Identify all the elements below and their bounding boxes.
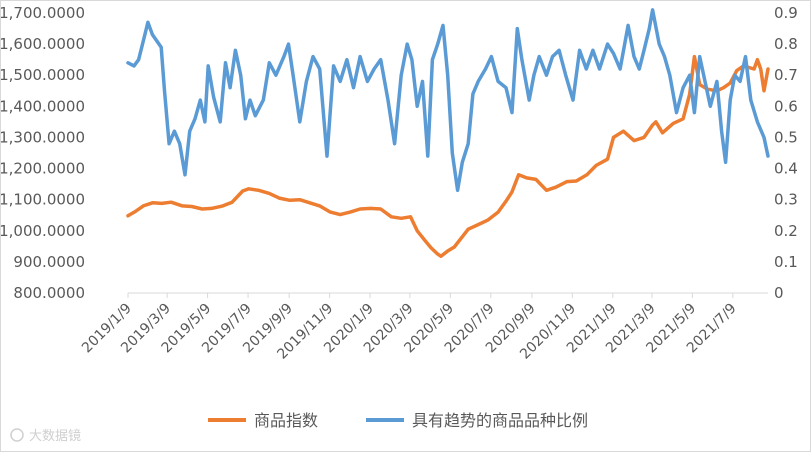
y-right-tick-label: 0.4 bbox=[774, 160, 798, 178]
watermark-logo-icon bbox=[10, 428, 24, 442]
y-left-tick-label: 1,600.0000 bbox=[1, 35, 85, 53]
y-right-tick-label: 0.7 bbox=[774, 66, 798, 84]
y-left-tick-label: 900.0000 bbox=[13, 253, 85, 271]
left-axis-ticks: 800.0000 900.0000 1,000.0000 1,100.0000 1,20… bbox=[1, 4, 85, 302]
y-right-tick-label: 0.1 bbox=[774, 253, 798, 271]
watermark: 大数据镜 bbox=[10, 428, 81, 444]
y-left-tick-label: 1,700.0000 bbox=[1, 4, 85, 22]
y-right-tick-label: 0.8 bbox=[774, 35, 798, 53]
y-left-tick-label: 1,200.0000 bbox=[1, 160, 85, 178]
x-axis-ticks: 2019/1/92019/3/92019/5/92019/7/92019/9/9… bbox=[79, 293, 740, 363]
y-left-tick-label: 1,400.0000 bbox=[1, 97, 85, 115]
y-right-tick-label: 0.9 bbox=[774, 4, 798, 22]
series-line-trend-ratio bbox=[126, 8, 770, 193]
y-left-tick-label: 800.0000 bbox=[13, 284, 85, 302]
y-right-tick-label: 0 bbox=[774, 284, 784, 302]
series-group bbox=[126, 8, 770, 259]
legend-label-commodity-index: 商品指数 bbox=[254, 411, 318, 430]
legend-label-trend-ratio: 具有趋势的商品品种比例 bbox=[412, 411, 588, 430]
legend: 商品指数 具有趋势的商品品种比例 bbox=[208, 411, 588, 430]
watermark-text: 大数据镜 bbox=[29, 429, 81, 444]
y-left-tick-label: 1,300.0000 bbox=[1, 128, 85, 146]
right-axis-ticks: 0 0.1 0.2 0.3 0.4 0.5 0.6 0.7 0.8 0.9 bbox=[774, 4, 798, 302]
y-right-tick-label: 0.3 bbox=[774, 191, 798, 209]
y-right-tick-label: 0.5 bbox=[774, 128, 798, 146]
y-right-tick-label: 0.6 bbox=[774, 97, 798, 115]
y-left-tick-label: 1,100.0000 bbox=[1, 191, 85, 209]
y-left-tick-label: 1,500.0000 bbox=[1, 66, 85, 84]
y-right-tick-label: 0.2 bbox=[774, 222, 798, 240]
y-left-tick-label: 1,000.0000 bbox=[1, 222, 85, 240]
